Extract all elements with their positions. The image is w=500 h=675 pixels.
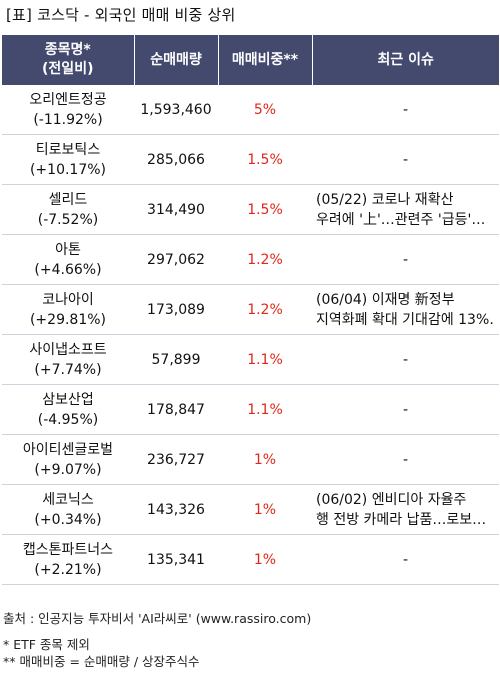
stock-name-cell: 사이냅소프트 (+7.74%) — [2, 334, 134, 385]
recent-issue-cell: - — [312, 85, 499, 135]
trade-ratio-cell: 1.2% — [218, 284, 312, 335]
trade-ratio-cell: 1% — [218, 484, 312, 535]
header-ratio: 매매비중** — [217, 35, 312, 85]
net-volume-cell: 314,490 — [134, 184, 218, 235]
net-volume-cell: 236,727 — [134, 434, 218, 485]
issue-line-2: 행 전방 카메라 납품…로보… — [316, 511, 487, 528]
header-name-line1: 종목명* — [44, 42, 91, 58]
issue-line-1: (06/02) 엔비디아 자율주 — [316, 491, 467, 508]
stock-name: 티로보틱스 — [35, 141, 101, 158]
net-volume-cell: 297,062 — [134, 234, 218, 285]
recent-issue-cell: - — [312, 384, 499, 435]
issue-line-1: - — [402, 251, 409, 268]
stock-change: (+9.07%) — [34, 461, 102, 478]
table-row: 사이냅소프트 (+7.74%) 57,899 1.1% - — [2, 334, 499, 385]
net-volume-cell: 143,326 — [134, 484, 218, 535]
stock-change: (+2.21%) — [34, 561, 102, 578]
issue-line-1: - — [402, 551, 409, 568]
net-volume-cell: 135,341 — [134, 534, 218, 585]
net-volume-cell: 178,847 — [134, 384, 218, 435]
issue-line-1: - — [402, 101, 409, 118]
stock-name-cell: 삼보산업 (-4.95%) — [2, 384, 134, 435]
net-volume-cell: 57,899 — [134, 334, 218, 385]
stock-name-cell: 코나아이 (+29.81%) — [2, 284, 134, 335]
issue-line-2: 지역화폐 확대 기대감에 13%… — [316, 311, 495, 328]
header-issue: 최근 이슈 — [311, 35, 499, 85]
header-name-line2: (전일비) — [42, 61, 94, 77]
stock-change: (+29.81%) — [29, 311, 107, 328]
table-body: 오리엔트정공 (-11.92%) 1,593,460 5% - 티로보틱스 (+10.17%… — [2, 85, 499, 585]
trade-ratio-cell: 1.1% — [218, 384, 312, 435]
issue-line-1: - — [402, 151, 409, 168]
recent-issue-cell: - — [312, 534, 499, 585]
stock-change: (+10.17%) — [29, 161, 107, 178]
source-note: 출처 : 인공지능 투자비서 'AI라씨로' (www.rassiro.com) — [3, 611, 312, 626]
table-row: 삼보산업 (-4.95%) 178,847 1.1% - — [2, 384, 499, 435]
stock-name: 사이냅소프트 — [29, 341, 107, 358]
trade-ratio-cell: 1.5% — [218, 184, 312, 235]
table-row: 아톤 (+4.66%) 297,062 1.2% - — [2, 234, 499, 285]
net-volume-cell: 1,593,460 — [134, 85, 218, 135]
table-header-row: 종목명* (전일비) 순매매량 매매비중** 최근 이슈 — [2, 35, 499, 85]
issue-line-1: (05/22) 코로나 재확산 — [316, 191, 454, 208]
issue-line-1: - — [402, 351, 409, 368]
table-row: 티로보틱스 (+10.17%) 285,066 1.5% - — [2, 134, 499, 185]
stock-name: 셀리드 — [48, 191, 88, 208]
stock-name: 코나아이 — [42, 291, 94, 308]
foreign-trading-table: 종목명* (전일비) 순매매량 매매비중** 최근 이슈 오리엔트정공 (-11.… — [2, 35, 499, 585]
table-title: [표] 코스닥 - 외국인 매매 비중 상위 — [6, 6, 236, 24]
trade-ratio-cell: 1% — [218, 534, 312, 585]
issue-line-1: - — [402, 401, 409, 418]
stock-name-cell: 티로보틱스 (+10.17%) — [2, 134, 134, 185]
stock-name-cell: 오리엔트정공 (-11.92%) — [2, 85, 134, 135]
header-volume: 순매매량 — [133, 35, 218, 85]
stock-change: (+0.34%) — [34, 511, 102, 528]
stock-name-cell: 세코닉스 (+0.34%) — [2, 484, 134, 535]
stock-name: 아이티센글로벌 — [22, 441, 114, 458]
recent-issue-cell: - — [312, 434, 499, 485]
table-row: 캡스톤파트너스 (+2.21%) 135,341 1% - — [2, 534, 499, 585]
stock-change: (-7.52%) — [37, 211, 99, 228]
stock-name: 캡스톤파트너스 — [22, 541, 114, 558]
stock-name-cell: 캡스톤파트너스 (+2.21%) — [2, 534, 134, 585]
recent-issue-cell: - — [312, 234, 499, 285]
stock-name-cell: 아톤 (+4.66%) — [2, 234, 134, 285]
stock-change: (+4.66%) — [34, 261, 102, 278]
issue-line-1: (06/04) 이재명 新정부 — [316, 291, 455, 308]
footnote-etf: * ETF 종목 제외 — [3, 637, 90, 652]
issue-line-1: - — [402, 451, 409, 468]
trade-ratio-cell: 1% — [218, 434, 312, 485]
header-name: 종목명* (전일비) — [2, 35, 134, 85]
stock-name: 삼보산업 — [42, 391, 94, 408]
stock-name: 세코닉스 — [42, 491, 94, 508]
stock-change: (-11.92%) — [33, 111, 103, 128]
stock-change: (+7.74%) — [34, 361, 102, 378]
stock-name: 아톤 — [55, 241, 81, 258]
trade-ratio-cell: 5% — [218, 85, 312, 135]
trade-ratio-cell: 1.2% — [218, 234, 312, 285]
stock-name-cell: 셀리드 (-7.52%) — [2, 184, 134, 235]
trade-ratio-cell: 1.1% — [218, 334, 312, 385]
footnote-ratio: ** 매매비중 = 순매매량 / 상장주식수 — [3, 654, 200, 669]
trade-ratio-cell: 1.5% — [218, 134, 312, 185]
table-row: 아이티센글로벌 (+9.07%) 236,727 1% - — [2, 434, 499, 485]
net-volume-cell: 285,066 — [134, 134, 218, 185]
issue-line-2: 우려에 '上'…관련주 '급등'… — [316, 211, 486, 228]
stock-change: (-4.95%) — [37, 411, 99, 428]
net-volume-cell: 173,089 — [134, 284, 218, 335]
stock-name-cell: 아이티센글로벌 (+9.07%) — [2, 434, 134, 485]
stock-name: 오리엔트정공 — [29, 91, 107, 108]
recent-issue-cell: - — [312, 134, 499, 185]
table-row: 오리엔트정공 (-11.92%) 1,593,460 5% - — [2, 85, 499, 135]
recent-issue-cell: - — [312, 334, 499, 385]
